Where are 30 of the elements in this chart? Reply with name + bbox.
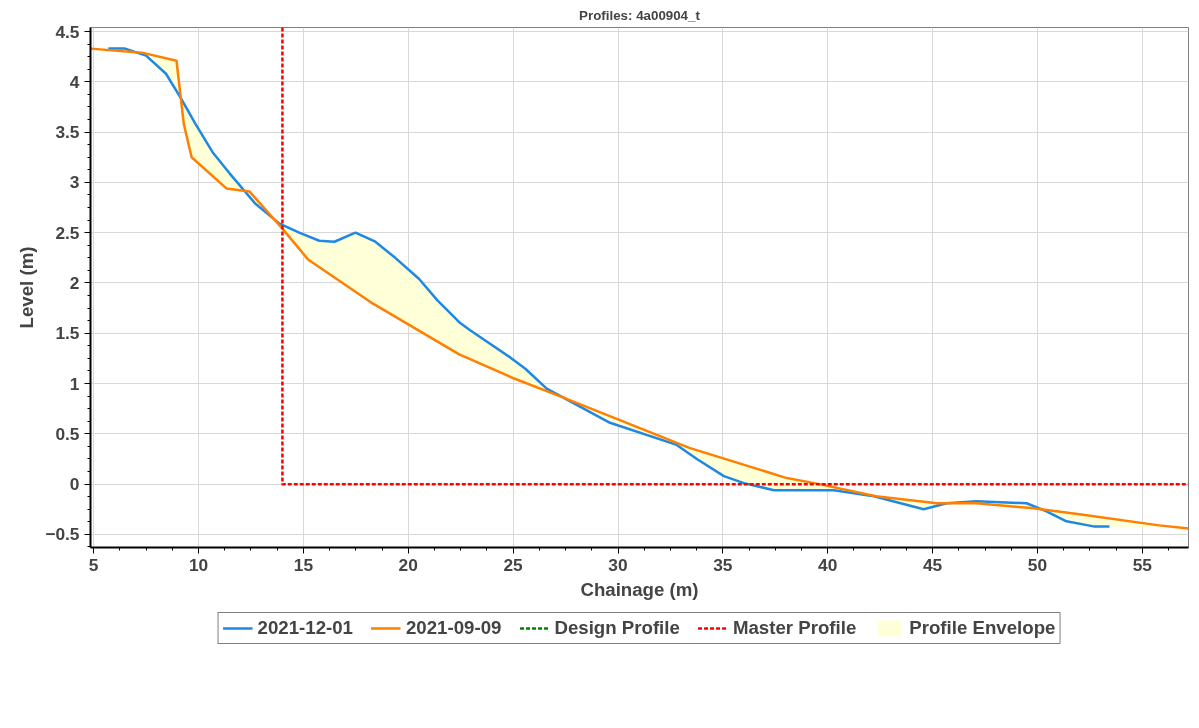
- legend-label: 2021-12-01: [257, 617, 353, 639]
- x-tick-label: 10: [188, 554, 209, 575]
- y-tick-label: 2.5: [55, 222, 80, 243]
- y-tick-label: 0.5: [55, 423, 80, 444]
- y-tick-label: −0.5: [45, 524, 80, 545]
- x-tick-label: 50: [1027, 554, 1048, 575]
- legend-label: Profile Envelope: [909, 617, 1056, 639]
- x-tick-label: 45: [922, 554, 943, 575]
- y-tick-label: 1: [69, 373, 80, 394]
- y-tick-label: 3.5: [55, 122, 80, 143]
- y-tick-label: 1.5: [55, 323, 80, 344]
- x-axis-title: Chainage (m): [580, 578, 699, 600]
- x-tick-label: 15: [293, 554, 314, 575]
- y-tick-label: 4: [69, 71, 80, 92]
- chart-title: Profiles: 4a00904_t: [579, 7, 701, 23]
- y-tick-label: 4.5: [55, 21, 80, 42]
- x-tick-label: 25: [503, 554, 524, 575]
- legend-label: Design Profile: [554, 617, 680, 639]
- y-axis-title: Level (m): [16, 246, 38, 329]
- x-tick-label: 55: [1132, 554, 1153, 575]
- x-tick-label: 20: [398, 554, 418, 575]
- y-tick-label: 0: [69, 474, 80, 495]
- x-tick-label: 40: [818, 554, 838, 575]
- x-tick-label: 30: [608, 554, 628, 575]
- y-tick-label: 2: [69, 272, 80, 293]
- x-tick-label: 35: [713, 554, 733, 575]
- legend-label: 2021-09-09: [405, 617, 502, 639]
- legend-label: Master Profile: [732, 617, 857, 639]
- x-tick-label: 5: [88, 554, 99, 575]
- y-tick-label: 3: [69, 172, 80, 193]
